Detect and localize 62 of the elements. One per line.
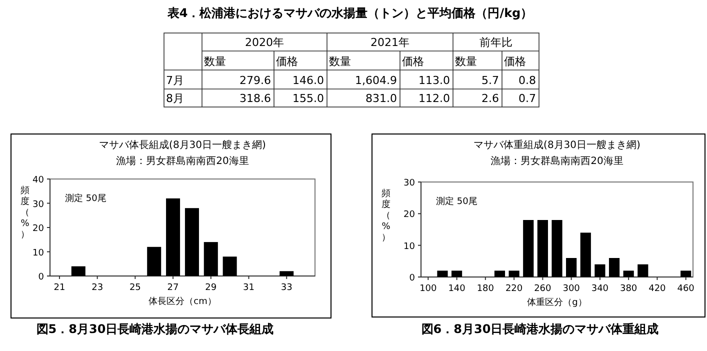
text: 価格 — [276, 55, 298, 68]
x-tick-label: 25 — [129, 283, 141, 293]
text: 0.8 — [518, 74, 536, 87]
text: 2020年 — [245, 36, 284, 49]
y-tick-label: 10 — [32, 248, 44, 258]
x-tick-label: 27 — [167, 283, 179, 293]
x-tick-label: 300 — [562, 284, 580, 294]
y-axis-title: 頻度（%） — [382, 188, 391, 243]
text: 318.6 — [240, 92, 271, 105]
text: 数量 — [329, 55, 351, 68]
text: 前年比 — [480, 36, 512, 49]
x-tick-label: 420 — [648, 284, 666, 294]
x-tick-label: 180 — [476, 284, 494, 294]
caption: 図5．8月30日長崎港水揚のマサバ体長組成 — [36, 322, 274, 336]
x-tick-label: 380 — [620, 284, 638, 294]
text: 数量 — [204, 55, 226, 68]
y-tick-label: 0 — [409, 274, 416, 284]
text: 146.0 — [292, 74, 324, 87]
text: 831.0 — [366, 92, 397, 105]
text: 113.0 — [418, 74, 450, 87]
x-tick-label: 340 — [591, 284, 609, 294]
x-axis-title: 体長区分（cm） — [148, 296, 216, 307]
x-tick-label: 23 — [92, 283, 104, 293]
x-tick-label: 33 — [280, 283, 292, 293]
x-tick-label: 260 — [534, 284, 552, 294]
y-tick-label: 0 — [38, 272, 44, 282]
chart-subtitle: 漁場：男女群島南南西20海里 — [116, 155, 249, 167]
text: 7月 — [166, 74, 184, 87]
x-axis-title: 体重区分（g） — [527, 297, 587, 308]
text: 279.6 — [240, 74, 271, 87]
text: 112.0 — [418, 92, 450, 105]
x-tick-label: 220 — [505, 284, 523, 294]
text: 表4．松浦港におけるマサバの水揚量（トン）と平均価格（円/kg） — [166, 6, 533, 20]
annotation: 測定 50尾 — [65, 193, 106, 204]
y-tick-label: 40 — [32, 176, 44, 186]
x-tick-label: 31 — [243, 283, 254, 293]
x-tick-label: 140 — [448, 284, 466, 294]
x-tick-label: 100 — [420, 284, 438, 294]
x-tick-label: 460 — [677, 284, 695, 294]
x-tick-label: 29 — [205, 283, 217, 293]
chart-title: マサバ体重組成(8月30日一艘まき網) — [474, 139, 641, 151]
text: 0.7 — [518, 92, 536, 105]
y-tick-label: 30 — [404, 178, 416, 188]
chart-title: マサバ体長組成(8月30日一艘まき網) — [99, 139, 266, 151]
y-tick-label: 10 — [404, 242, 416, 252]
y-tick-label: 20 — [32, 224, 44, 234]
y-tick-label: 30 — [32, 200, 44, 210]
text: 価格 — [504, 55, 526, 68]
text: 価格 — [402, 55, 424, 68]
text: 2021年 — [370, 36, 410, 49]
y-tick-label: 20 — [404, 210, 416, 220]
caption: 図6．8月30日長崎港水揚のマサバ体重組成 — [421, 322, 659, 336]
chart-subtitle: 漁場：男女群島南南西20海里 — [490, 155, 624, 167]
text: 8月 — [166, 92, 184, 105]
text: 155.0 — [292, 92, 324, 105]
text: 1,604.9 — [355, 74, 397, 87]
annotation: 測定 50尾 — [436, 196, 478, 207]
y-axis-title: 頻度（%） — [20, 185, 30, 240]
x-tick-label: 21 — [54, 283, 66, 293]
text: 数量 — [455, 55, 477, 68]
text: 5.7 — [482, 74, 499, 87]
text: 2.6 — [482, 92, 499, 105]
